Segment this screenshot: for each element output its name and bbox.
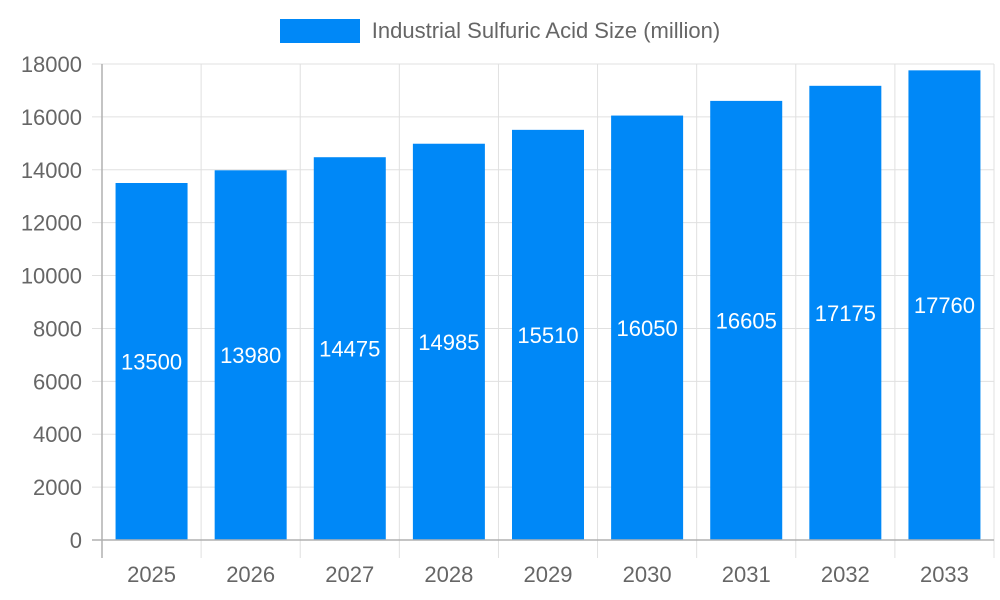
bar[interactable]	[412, 143, 485, 541]
data-label: 14475	[319, 337, 380, 362]
data-label: 16050	[617, 316, 678, 341]
x-tick-label: 2030	[623, 562, 672, 587]
y-tick-label: 0	[70, 528, 82, 553]
y-tick-label: 10000	[21, 264, 82, 289]
data-label: 13500	[121, 350, 182, 375]
x-tick-label: 2027	[325, 562, 374, 587]
data-label: 14985	[418, 330, 479, 355]
bar[interactable]	[512, 129, 584, 540]
x-tick-label: 2031	[722, 562, 771, 587]
y-tick-label: 16000	[21, 105, 82, 130]
y-tick-label: 8000	[33, 316, 82, 341]
bar[interactable]	[809, 85, 882, 541]
x-tick-label: 2029	[524, 562, 573, 587]
data-label: 17760	[914, 293, 975, 318]
y-tick-label: 14000	[21, 158, 82, 183]
bar[interactable]	[313, 157, 386, 540]
data-label: 13980	[220, 343, 281, 368]
y-tick-label: 4000	[33, 422, 82, 447]
x-tick-label: 2025	[127, 562, 176, 587]
legend-label: Industrial Sulfuric Acid Size (million)	[371, 18, 721, 43]
x-tick-label: 2026	[226, 562, 275, 587]
data-label: 15510	[517, 323, 578, 348]
bar[interactable]	[214, 170, 287, 540]
x-tick-label: 2032	[821, 562, 870, 587]
bar[interactable]	[908, 70, 981, 540]
x-tick-label: 2028	[424, 562, 473, 587]
x-tick-label: 2033	[920, 562, 969, 587]
legend-swatch	[279, 19, 360, 43]
data-label: 16605	[716, 308, 777, 333]
bar[interactable]	[611, 115, 684, 541]
bar[interactable]	[115, 183, 188, 540]
y-tick-label: 2000	[33, 475, 82, 500]
y-tick-label: 12000	[21, 211, 82, 236]
data-label: 17175	[815, 301, 876, 326]
y-tick-label: 6000	[33, 369, 82, 394]
y-tick-label: 18000	[21, 52, 82, 77]
legend[interactable]: Industrial Sulfuric Acid Size (million)	[0, 18, 1000, 44]
bar[interactable]	[710, 100, 783, 540]
